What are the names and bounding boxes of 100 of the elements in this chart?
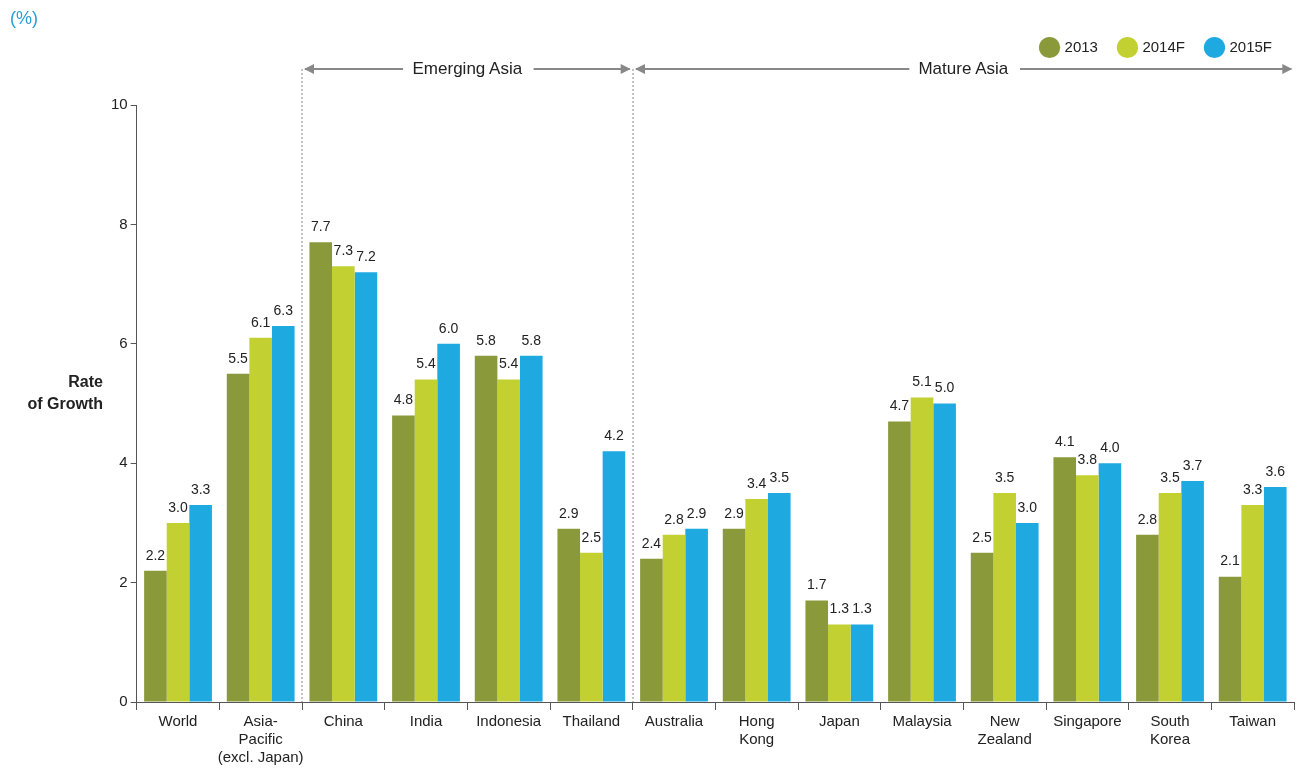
- x-tick-label: India: [409, 712, 443, 730]
- bar: [271, 325, 295, 702]
- bar: [226, 373, 250, 702]
- y-tick-label: 10: [111, 95, 128, 113]
- data-label: 2.8: [664, 510, 684, 527]
- bar: [309, 242, 333, 702]
- data-label: 2.9: [686, 504, 707, 521]
- bar: [1136, 534, 1159, 702]
- data-label: 2.8: [1137, 510, 1158, 527]
- data-label: 3.3: [190, 480, 211, 497]
- bar: [933, 403, 956, 702]
- y-tick-label: 2: [119, 572, 128, 590]
- bar: [722, 528, 746, 702]
- data-label: 6.1: [250, 313, 271, 330]
- data-label: 3.4: [746, 474, 767, 491]
- data-label: 3.7: [1182, 456, 1203, 473]
- x-tick-label: Malaysia: [892, 712, 953, 730]
- bar: [1098, 463, 1122, 702]
- data-label: 2.2: [145, 546, 166, 563]
- data-label: 5.4: [416, 355, 436, 372]
- bar: [1263, 487, 1287, 702]
- bar: [332, 266, 355, 702]
- bar: [414, 379, 438, 702]
- data-label: 4.2: [604, 427, 624, 444]
- data-label: 7.3: [333, 242, 354, 259]
- bar: [1181, 481, 1204, 702]
- bar: [437, 343, 460, 702]
- legend-label: 2015F: [1229, 37, 1273, 55]
- data-label: 2.9: [724, 504, 745, 521]
- data-label: 3.6: [1265, 462, 1286, 479]
- data-label: 1.7: [807, 576, 827, 593]
- data-label: 3.5: [769, 468, 790, 485]
- bar: [970, 552, 994, 702]
- data-label: 2.9: [559, 504, 579, 521]
- data-label: 1.3: [829, 600, 850, 617]
- bar: [828, 624, 851, 702]
- bar: [850, 624, 874, 702]
- bar: [392, 415, 415, 702]
- x-tick-label: New Zealand: [977, 712, 1032, 748]
- data-label: 3.8: [1077, 451, 1098, 467]
- data-label: 1.3: [852, 600, 872, 617]
- data-label: 5.5: [228, 349, 249, 366]
- bar: [993, 493, 1016, 702]
- data-label: 3.5: [994, 468, 1015, 485]
- bar: [580, 552, 603, 702]
- bar: [685, 528, 708, 702]
- bar: [1015, 522, 1039, 702]
- bar: [144, 570, 167, 702]
- bar: [602, 451, 626, 702]
- bar: [354, 272, 378, 702]
- y-tick-label: 6: [119, 333, 128, 351]
- data-label: 3.5: [1160, 468, 1180, 485]
- y-tick-label: 0: [119, 692, 128, 710]
- bar: [662, 534, 686, 702]
- data-label: 7.7: [311, 218, 331, 235]
- bar: [805, 600, 829, 702]
- x-tick-label: Thailand: [562, 712, 621, 730]
- x-tick-label: Asia- Pacific (excl. Japan): [217, 712, 304, 766]
- y-axis-title: Rate of Growth: [27, 372, 104, 412]
- data-label: 4.1: [1055, 433, 1075, 450]
- data-label: 6.3: [273, 301, 294, 318]
- bar: [166, 522, 190, 702]
- data-label: 2.5: [972, 528, 993, 545]
- text: Emerging Asia: [412, 58, 523, 78]
- bar: [745, 499, 768, 702]
- data-label: 5.0: [934, 379, 955, 396]
- data-label: 5.8: [521, 331, 542, 348]
- bar: [189, 504, 212, 702]
- x-tick-label: Taiwan: [1229, 712, 1277, 730]
- bar: [497, 379, 520, 702]
- y-tick-label: 4: [119, 453, 128, 471]
- bar: [640, 558, 663, 702]
- text: Mature Asia: [918, 58, 1009, 78]
- bar: [249, 337, 272, 702]
- x-tick-label: South Korea: [1149, 712, 1191, 748]
- bar: [1241, 504, 1264, 702]
- data-label: 2.1: [1220, 552, 1241, 569]
- text: (%): [10, 7, 38, 28]
- data-label: 2.5: [581, 528, 602, 545]
- y-tick-label: 8: [119, 214, 128, 232]
- bar: [767, 493, 791, 702]
- data-label: 3.0: [168, 498, 188, 515]
- x-tick-label: Hong Kong: [738, 712, 775, 748]
- data-label: 4.7: [889, 397, 910, 414]
- data-label: 7.2: [356, 248, 376, 265]
- x-tick-label: Australia: [644, 712, 704, 730]
- data-label: 5.1: [912, 373, 932, 390]
- bar: [910, 397, 934, 702]
- x-tick-label: Singapore: [1053, 712, 1122, 730]
- bar: [519, 355, 543, 702]
- data-label: 4.0: [1100, 439, 1120, 456]
- x-tick-label: Indonesia: [476, 712, 542, 730]
- data-label: 3.0: [1017, 498, 1038, 515]
- bar: [1158, 493, 1182, 702]
- bar: [557, 528, 581, 702]
- data-label: 6.0: [438, 319, 459, 336]
- bar: [1218, 576, 1242, 702]
- bar: [888, 421, 911, 702]
- data-label: 2.4: [641, 534, 662, 551]
- bar: [474, 355, 498, 702]
